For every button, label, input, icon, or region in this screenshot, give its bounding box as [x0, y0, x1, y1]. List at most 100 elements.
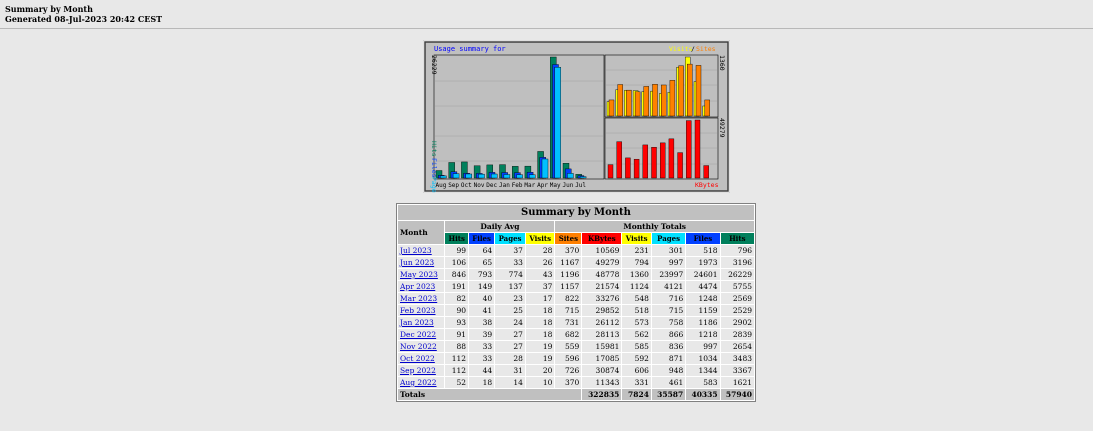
kbytes-bars — [607, 119, 709, 179]
month-label: Jun — [563, 182, 574, 189]
monthly-kbytes-cell: 33276 — [582, 293, 622, 304]
month-cell: Jan 2023 — [398, 317, 445, 328]
month-link[interactable]: Aug 2022 — [400, 378, 437, 387]
daily-files-cell: 38 — [469, 317, 495, 328]
month-link[interactable]: Dec 2022 — [400, 330, 437, 339]
monthly-pages-cell: 23997 — [651, 269, 686, 280]
daily-files-cell: 149 — [469, 281, 495, 292]
daily-pages-cell: 24 — [495, 317, 525, 328]
monthly-kbytes-cell: 21574 — [582, 281, 622, 292]
month-cell: Feb 2023 — [398, 305, 445, 316]
table-row: Jul 2023 99 64 37 28 370 10569 231 301 5… — [398, 245, 754, 256]
month-label: Nov — [474, 182, 485, 189]
sites-bar — [704, 99, 710, 117]
monthly-totals-header: Monthly Totals — [555, 221, 754, 232]
monthly-pages-cell: 866 — [651, 329, 686, 340]
monthly-pages-cell: 758 — [651, 317, 686, 328]
daily-visits-cell: 19 — [525, 341, 555, 352]
month-cell: Jul 2023 — [398, 245, 445, 256]
monthly-hits-cell: 2839 — [720, 329, 754, 340]
sites-bar — [695, 65, 702, 117]
monthly-sites-cell: 559 — [555, 341, 582, 352]
month-link[interactable]: Apr 2023 — [400, 282, 436, 291]
month-label: Jan — [499, 182, 510, 189]
monthly-pages-cell: 715 — [651, 305, 686, 316]
month-link[interactable]: Jan 2023 — [400, 318, 434, 327]
monthly-sites-cell: 715 — [555, 305, 582, 316]
sites-bar — [643, 86, 650, 117]
month-column-header: Month — [398, 221, 445, 244]
monthly-pages-cell: 461 — [651, 377, 686, 388]
monthly-visits-cell: 573 — [622, 317, 651, 328]
pages-bar — [440, 175, 447, 179]
month-link[interactable]: Jun 2023 — [400, 258, 435, 267]
hits-files-pages-bars — [435, 56, 587, 179]
monthly-pages-cell: 871 — [651, 353, 686, 364]
pages-bar — [529, 174, 536, 179]
daily-files-cell: 18 — [469, 377, 495, 388]
month-link[interactable]: Jul 2023 — [400, 246, 432, 255]
daily-files-cell: 41 — [469, 305, 495, 316]
daily-files-cell: 793 — [469, 269, 495, 280]
monthly-hits-cell: 3483 — [720, 353, 754, 364]
monthly-hits-cell: 2902 — [720, 317, 754, 328]
month-link[interactable]: Feb 2023 — [400, 306, 436, 315]
daily-files-cell: 33 — [469, 341, 495, 352]
monthly-files-cell: 583 — [686, 377, 720, 388]
daily-avg-header: Daily Avg — [445, 221, 555, 232]
month-link[interactable]: Oct 2022 — [400, 354, 435, 363]
month-label: Dec — [486, 182, 497, 189]
sites-bar — [608, 99, 615, 117]
right-bottom-max-label: 49279 — [718, 118, 726, 138]
monthly-pages-cell: 301 — [651, 245, 686, 256]
monthly-kbytes-cell: 28113 — [582, 329, 622, 340]
monthly-kbytes-cell: 11343 — [582, 377, 622, 388]
hits-panel — [433, 54, 605, 180]
page-header: Summary by Month Generated 08-Jul-2023 2… — [5, 4, 162, 24]
axis-label-pages: Pages — [430, 177, 438, 193]
daily-pages-cell: 27 — [495, 341, 525, 352]
daily-hits-cell: 191 — [445, 281, 469, 292]
monthly-kbytes-cell: 48778 — [582, 269, 622, 280]
month-link[interactable]: May 2023 — [400, 270, 438, 279]
sites-bar — [678, 65, 684, 117]
visits-sites-bars — [606, 56, 710, 117]
totals-row: Totals 322835 7824 35587 40335 57940 — [398, 389, 754, 400]
daily-pages-cell: 28 — [495, 353, 525, 364]
daily-hits-cell: 846 — [445, 269, 469, 280]
monthly-hits-cell: 3367 — [720, 365, 754, 376]
monthly-visits-cell: 1124 — [622, 281, 651, 292]
kbytes-bar — [677, 152, 683, 179]
kbytes-bar — [607, 164, 614, 179]
monthly-files-cell: 24601 — [686, 269, 720, 280]
monthly-files-cell: 1248 — [686, 293, 720, 304]
sites-bar — [669, 80, 676, 117]
table-row: Sep 2022 112 44 31 20 726 30874 606 948 … — [398, 365, 754, 376]
col-monthly-pages: Pages — [651, 233, 686, 244]
month-label: Jul — [575, 182, 586, 189]
month-link[interactable]: Sep 2022 — [400, 366, 436, 375]
col-monthly-sites: Sites — [555, 233, 582, 244]
col-monthly-hits: Hits — [720, 233, 754, 244]
monthly-files-cell: 1344 — [686, 365, 720, 376]
summary-table: Summary by Month Month Daily Avg Monthly… — [396, 203, 756, 402]
left-max-label: 26229 — [430, 55, 438, 75]
monthly-sites-cell: 370 — [555, 245, 582, 256]
daily-visits-cell: 26 — [525, 257, 555, 268]
month-label: Apr — [537, 182, 548, 189]
month-cell: Aug 2022 — [398, 377, 445, 388]
monthly-pages-cell: 836 — [651, 341, 686, 352]
daily-pages-cell: 14 — [495, 377, 525, 388]
daily-hits-cell: 112 — [445, 353, 469, 364]
month-link[interactable]: Mar 2023 — [400, 294, 438, 303]
monthly-sites-cell: 682 — [555, 329, 582, 340]
col-monthly-kbytes: KBytes — [582, 233, 622, 244]
monthly-visits-cell: 606 — [622, 365, 651, 376]
table-row: Jan 2023 93 38 24 18 731 26112 573 758 1… — [398, 317, 754, 328]
month-label: Sep — [448, 182, 459, 189]
monthly-hits-cell: 26229 — [720, 269, 754, 280]
kbytes-bar — [686, 120, 692, 179]
monthly-files-cell: 518 — [686, 245, 720, 256]
monthly-files-cell: 1218 — [686, 329, 720, 340]
month-link[interactable]: Nov 2022 — [400, 342, 437, 351]
